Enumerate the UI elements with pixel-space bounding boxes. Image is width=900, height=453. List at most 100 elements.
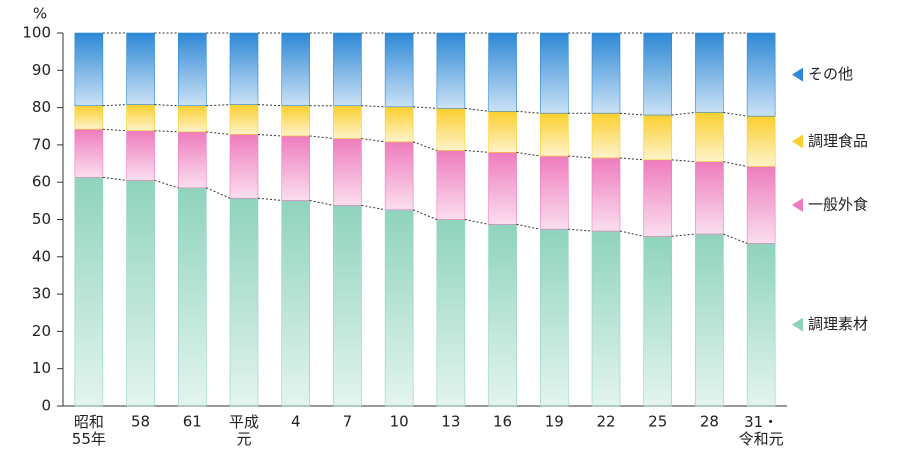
x-tick-label: 昭和 55年	[72, 413, 106, 448]
bar-segment	[333, 138, 362, 206]
bar-segment	[74, 32, 104, 107]
connector-line	[568, 228, 593, 232]
bar-segment	[436, 108, 466, 151]
bar-segment	[126, 104, 155, 132]
connector-line	[102, 128, 127, 132]
y-tick-label: 30	[32, 285, 51, 303]
bar-segment	[488, 111, 517, 153]
x-tick-label: 19	[545, 413, 564, 431]
bar-segment	[488, 152, 517, 225]
connector-line	[516, 151, 541, 157]
connector-line	[206, 131, 231, 135]
bar-segment	[539, 112, 569, 157]
x-tick-label: 4	[291, 413, 301, 431]
bar-segment	[281, 200, 311, 407]
bar-segment	[643, 159, 673, 237]
connector-line	[464, 107, 489, 112]
bar-segment	[384, 209, 414, 407]
connector-line	[723, 111, 748, 117]
connector-line	[257, 104, 282, 107]
bar-segment	[746, 243, 776, 407]
connector-line	[464, 219, 489, 225]
bar-segment	[746, 32, 776, 117]
connector-line	[516, 223, 541, 230]
bar-segment	[333, 32, 362, 107]
x-tick-label: 22	[596, 413, 615, 431]
bar-segment	[281, 135, 311, 201]
y-tick-label: 90	[32, 61, 51, 79]
bar-segment	[488, 32, 517, 112]
bar-segment	[333, 105, 362, 139]
bar-segment	[746, 166, 776, 244]
bar-segment	[695, 233, 724, 407]
x-tick-label: 7	[343, 413, 353, 431]
bar-segment	[177, 105, 207, 133]
connector-line	[568, 155, 593, 159]
bar-segment	[695, 32, 724, 113]
connector-line	[412, 209, 438, 220]
bar-segment	[643, 32, 673, 116]
bar-segment	[229, 134, 259, 199]
bar-segment	[384, 106, 414, 143]
connector-line	[361, 204, 386, 211]
bar-segment	[177, 187, 207, 407]
y-tick-label: 80	[32, 98, 51, 116]
connector-line	[257, 133, 282, 137]
y-tick-label: 0	[41, 397, 51, 415]
legend-marker	[792, 134, 803, 149]
x-tick-label: 平成元	[229, 413, 259, 448]
connector-line	[309, 135, 334, 140]
bar-segment	[281, 32, 311, 107]
bar-segment	[591, 32, 621, 114]
bar-segment	[229, 197, 259, 407]
legend-label: その他	[808, 65, 853, 83]
connector-line	[154, 179, 179, 189]
bar-segment	[488, 224, 517, 407]
connector-line	[516, 110, 541, 114]
connector-line	[464, 149, 489, 153]
bar-segment	[177, 131, 207, 189]
bar-segment	[126, 180, 155, 407]
connector-line	[413, 106, 437, 109]
connector-line	[154, 104, 179, 107]
y-tick-label: 60	[32, 173, 51, 191]
connector-line	[619, 112, 644, 116]
connector-line	[102, 104, 127, 107]
legend-label: 調理食品	[808, 132, 868, 150]
bar-segment	[384, 32, 414, 108]
x-tick-label: 10	[390, 413, 409, 431]
x-tick-label: 28	[700, 413, 719, 431]
connector-line	[361, 105, 386, 108]
legend-marker	[792, 197, 803, 212]
bar-segment	[281, 105, 311, 137]
bar-segment	[591, 230, 621, 407]
connector-line	[619, 157, 644, 161]
bar-segment	[695, 161, 724, 235]
x-tick-label: 25	[648, 413, 667, 431]
bar-segment	[539, 228, 569, 407]
bar-segment	[746, 115, 776, 167]
x-tick-label: 58	[131, 413, 150, 431]
bar-segment	[229, 104, 259, 135]
bar-segment	[384, 141, 414, 211]
bar-segment	[591, 157, 621, 232]
connector-line	[412, 141, 438, 151]
bar-segment	[643, 114, 673, 161]
connector-line	[361, 138, 386, 143]
bar-segment	[591, 112, 621, 159]
x-tick-label: 31・令和元	[739, 413, 784, 448]
x-tick-label: 16	[493, 413, 512, 431]
y-tick-label: 20	[32, 322, 51, 340]
bar-segment	[436, 150, 466, 220]
connector-line	[154, 130, 179, 133]
connector-line	[206, 104, 231, 107]
x-tick-label: 61	[183, 413, 202, 431]
bar-segment	[74, 105, 104, 130]
connector-line	[257, 197, 282, 201]
connector-line	[723, 233, 748, 244]
connector-line	[309, 199, 334, 206]
connector-line	[671, 111, 696, 116]
x-tick-label: 13	[441, 413, 460, 431]
bar-segment	[74, 177, 104, 407]
